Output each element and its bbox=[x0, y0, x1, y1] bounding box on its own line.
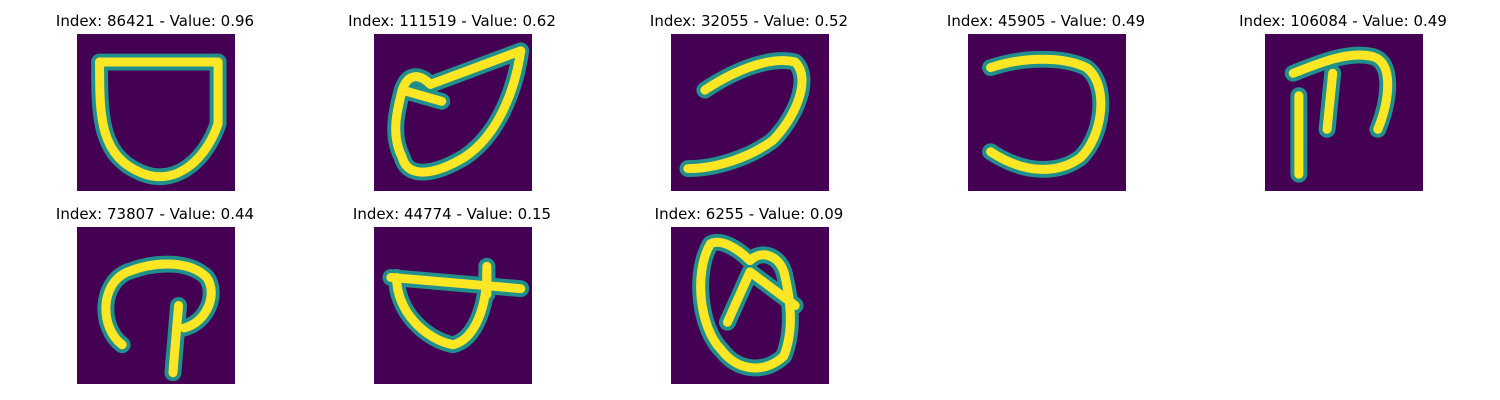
digit-image bbox=[968, 34, 1126, 191]
digit-image bbox=[374, 34, 532, 191]
panel-title: Index: 86421 - Value: 0.96 bbox=[55, 12, 255, 30]
panel-title: Index: 45905 - Value: 0.49 bbox=[946, 12, 1146, 30]
panel-title: Index: 44774 - Value: 0.15 bbox=[352, 205, 552, 223]
digit-image bbox=[671, 227, 829, 384]
digit-image bbox=[77, 34, 235, 191]
digit-image bbox=[1265, 34, 1423, 191]
digit-image bbox=[374, 227, 532, 384]
digit-image bbox=[77, 227, 235, 384]
panel-title: Index: 73807 - Value: 0.44 bbox=[55, 205, 255, 223]
digit-image bbox=[671, 34, 829, 191]
panel-title: Index: 111519 - Value: 0.62 bbox=[348, 12, 556, 30]
panel-title: Index: 106084 - Value: 0.49 bbox=[1239, 12, 1447, 30]
panel-title: Index: 6255 - Value: 0.09 bbox=[654, 205, 844, 223]
panel-title: Index: 32055 - Value: 0.52 bbox=[649, 12, 849, 30]
